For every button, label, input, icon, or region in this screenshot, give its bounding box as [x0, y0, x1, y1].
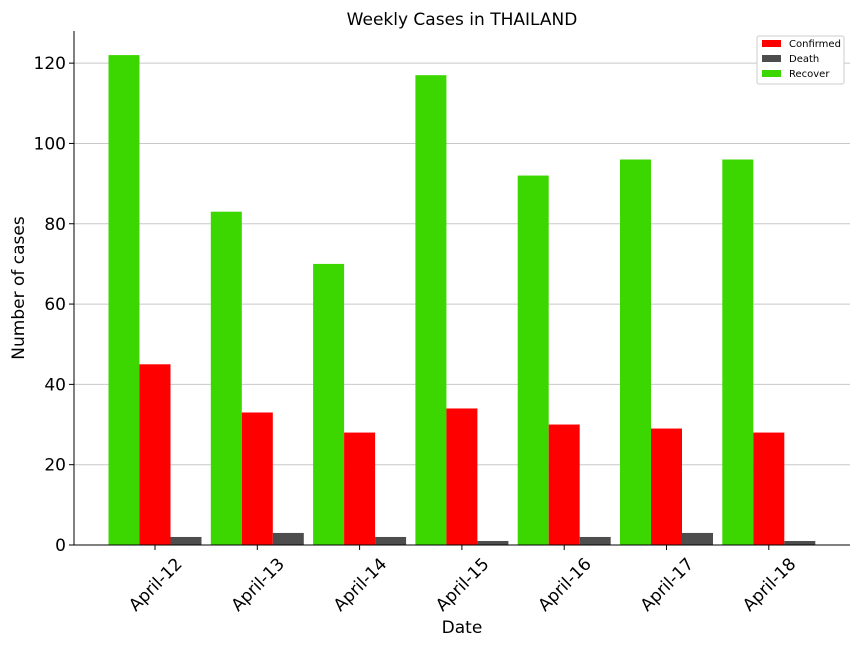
legend-swatch-death: [762, 55, 781, 62]
legend-label-recover: Recover: [789, 69, 830, 80]
bar-death-april-17: [682, 532, 713, 545]
x-ticks: April-12 April-13 April-14 April-15 April-16…: [125, 545, 800, 616]
bar-confirmed-april-14: [344, 432, 376, 545]
legend-swatch-confirmed: [762, 40, 781, 47]
bar-confirmed-april-18: [753, 432, 785, 545]
bar-death-april-12: [170, 536, 202, 545]
legend-label-confirmed: Confirmed: [789, 39, 841, 50]
x-tick-label: April-16: [534, 554, 595, 615]
bar-recover-april-16: [517, 175, 549, 545]
bar-confirmed-april-15: [446, 408, 478, 545]
bar-recover-april-18: [722, 159, 754, 545]
bar-death-april-14: [375, 536, 407, 545]
y-tick-label: 100: [34, 134, 66, 154]
x-tick-label: April-13: [228, 554, 289, 615]
x-axis-label: Date: [442, 618, 483, 638]
bar-recover-april-17: [620, 159, 651, 545]
bar-death-april-15: [477, 540, 509, 545]
x-tick-label: April-17: [637, 554, 698, 615]
bar-confirmed-april-13: [241, 412, 273, 545]
legend-label-death: Death: [789, 54, 819, 65]
y-axis-label: Number of cases: [9, 216, 29, 360]
bar-recover-april-12: [108, 55, 140, 545]
bar-confirmed-april-12: [139, 364, 171, 545]
bar-death-april-13: [272, 532, 304, 545]
x-tick-label: April-15: [432, 554, 493, 615]
chart-title: Weekly Cases in THAILAND: [347, 10, 578, 30]
bar-confirmed-april-16: [548, 424, 580, 545]
bar-recover-april-15: [415, 75, 447, 545]
grid-lines: [74, 62, 850, 466]
bar-recover-april-14: [313, 263, 345, 545]
y-tick-label: 0: [55, 536, 66, 556]
y-tick-label: 120: [34, 54, 66, 74]
bar-recover-april-13: [210, 211, 242, 545]
bar-death-april-18: [784, 540, 816, 545]
y-tick-label: 60: [44, 295, 66, 315]
legend: Confirmed Death Recover: [756, 35, 845, 85]
x-tick-label: April-12: [125, 554, 186, 615]
x-tick-label: April-18: [739, 554, 800, 615]
y-tick-label: 40: [44, 375, 66, 395]
bar-death-april-16: [579, 536, 611, 545]
y-tick-label: 80: [44, 215, 66, 235]
y-tick-label: 20: [44, 456, 66, 476]
y-ticks: 0 20 40 60 80 100 120: [34, 54, 74, 556]
bar-confirmed-april-17: [651, 428, 682, 545]
legend-swatch-recover: [762, 70, 781, 77]
bars: [108, 55, 816, 545]
x-tick-label: April-14: [330, 554, 391, 615]
